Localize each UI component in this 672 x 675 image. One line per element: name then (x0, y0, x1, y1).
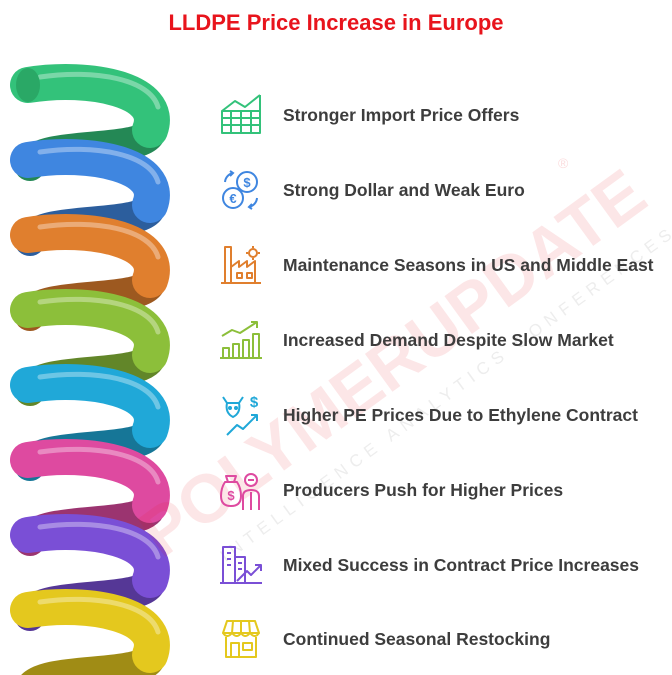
spiral-band-highlight (37, 446, 161, 485)
spiral-band-highlight (37, 146, 161, 185)
list-item: $ € Strong Dollar and Weak Euro (216, 165, 668, 215)
item-label: Increased Demand Despite Slow Market (283, 329, 614, 350)
spiral-band-highlight (37, 71, 161, 110)
bull-price-trend-icon: $ (216, 390, 266, 440)
spiral-band-highlight (37, 296, 161, 335)
factory-maintenance-icon (216, 240, 266, 290)
spiral-band (10, 364, 170, 448)
spiral-band-highlight (37, 221, 161, 260)
item-label: Strong Dollar and Weak Euro (283, 179, 525, 200)
item-label: Mixed Success in Contract Price Increase… (283, 554, 639, 575)
spiral-band (10, 139, 170, 223)
spiral-band (10, 589, 170, 673)
spiral-band (10, 289, 170, 373)
spiral-band-highlight (37, 596, 161, 635)
list-item: Maintenance Seasons in US and Middle Eas… (216, 240, 668, 290)
svg-text:$: $ (250, 394, 259, 411)
building-growth-icon (216, 540, 266, 590)
item-label: Stronger Import Price Offers (283, 104, 520, 125)
list-item: Mixed Success in Contract Price Increase… (216, 540, 668, 590)
price-grid-chart-icon (216, 90, 266, 140)
item-label: Continued Seasonal Restocking (283, 628, 551, 649)
list-item: $ Producers Push for Higher Prices (216, 465, 668, 515)
spiral-band (10, 64, 170, 148)
svg-text:$: $ (227, 488, 235, 503)
spiral-top-cap (16, 68, 40, 102)
page-title: LLDPE Price Increase in Europe (168, 10, 504, 35)
storefront-icon (216, 614, 266, 664)
svg-text:€: € (229, 191, 236, 206)
spiral-band (10, 214, 170, 298)
list-item: Continued Seasonal Restocking (216, 614, 668, 664)
spiral-band (10, 439, 170, 523)
list-item: $ Higher PE Prices Due to Ethylene Contr… (216, 390, 668, 440)
spiral-band-highlight (37, 521, 161, 560)
spiral-band (10, 514, 170, 598)
item-label: Producers Push for Higher Prices (283, 479, 564, 500)
list-item: Increased Demand Despite Slow Market (216, 315, 668, 365)
coil-spiral (10, 64, 170, 675)
spiral-band-back (24, 639, 166, 675)
item-label: Maintenance Seasons in US and Middle Eas… (283, 254, 654, 275)
item-label: Higher PE Prices Due to Ethylene Contrac… (283, 404, 638, 425)
growth-bar-chart-icon (216, 315, 266, 365)
spiral-band-highlight (37, 371, 161, 410)
producer-money-icon: $ (216, 465, 266, 515)
list-item: Stronger Import Price Offers (216, 90, 668, 140)
svg-text:$: $ (243, 175, 251, 190)
currency-exchange-icon: $ € (216, 165, 266, 215)
